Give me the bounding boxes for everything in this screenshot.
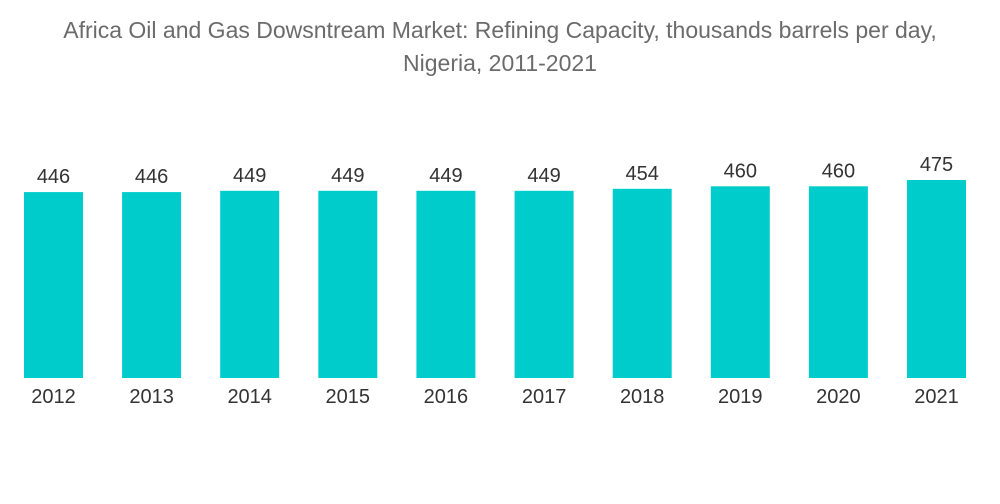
x-tick-label-2014: 2014 [227, 386, 272, 408]
value-label-2019: 460 [724, 160, 757, 182]
value-label-2015: 449 [331, 165, 364, 187]
value-label-2020: 460 [822, 160, 855, 182]
bar-2017 [514, 190, 574, 378]
value-label-2012: 446 [37, 166, 70, 188]
bar-2015 [318, 190, 378, 378]
chart-title-line-2: Nigeria, 2011-2021 [403, 50, 597, 76]
x-tick-label-2013: 2013 [129, 386, 174, 408]
value-label-2016: 449 [429, 165, 462, 187]
bar-2021 [907, 180, 966, 378]
bar-2016 [416, 190, 476, 378]
bar-2012 [24, 192, 83, 378]
value-label-2017: 449 [527, 165, 560, 187]
bar-2020 [808, 186, 868, 378]
x-tick-label-2018: 2018 [620, 386, 665, 408]
value-label-2013: 446 [135, 166, 168, 188]
bars-layer [24, 180, 966, 378]
value-labels-layer: 446 446 449 449 449 449 454 460 460 475 [37, 154, 953, 188]
x-tick-label-2021: 2021 [914, 386, 959, 408]
x-tick-label-2012: 2012 [31, 386, 76, 408]
bar-2019 [710, 186, 770, 378]
chart-title-line-1: Africa Oil and Gas Dowsntream Market: Re… [63, 17, 937, 43]
x-axis-tick-labels: 2012 2013 2014 2015 2016 2017 2018 2019 2020 2021 [31, 386, 959, 408]
bar-2018 [612, 188, 672, 378]
chart-title: Africa Oil and Gas Dowsntream Market: Re… [0, 14, 1000, 80]
x-tick-label-2015: 2015 [326, 386, 371, 408]
x-tick-label-2017: 2017 [522, 386, 567, 408]
x-tick-label-2020: 2020 [816, 386, 861, 408]
value-label-2018: 454 [626, 163, 659, 185]
value-label-2021: 475 [920, 154, 953, 176]
bar-2013 [122, 192, 182, 378]
x-tick-label-2016: 2016 [424, 386, 469, 408]
value-label-2014: 449 [233, 165, 266, 187]
x-tick-label-2019: 2019 [718, 386, 763, 408]
bar-2014 [220, 190, 280, 378]
